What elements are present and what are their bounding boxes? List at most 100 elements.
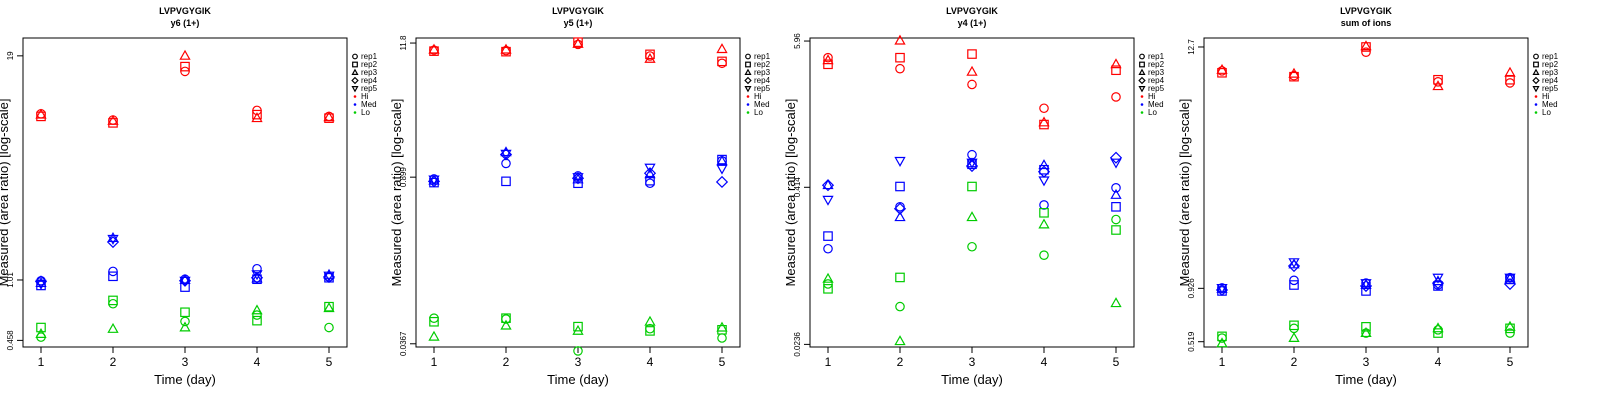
data-points [1215, 40, 1517, 348]
data-point-med-rep5 [1216, 283, 1228, 294]
x-tick-label: 5 [326, 355, 333, 369]
data-point-hi-rep3 [251, 112, 263, 123]
x-axis-label: Time (day) [1335, 372, 1397, 387]
data-point-lo-rep1 [895, 301, 905, 312]
legend-marker-rep4 [1138, 76, 1146, 85]
data-point-lo-rep3 [572, 324, 584, 335]
data-point-med-rep5 [1432, 273, 1444, 284]
legend-label-med: Med [1148, 100, 1164, 109]
data-point-hi-rep2 [324, 113, 334, 123]
legend-marker-rep3 [1138, 68, 1146, 75]
legend-label-hi: Hi [1148, 92, 1156, 101]
legend-label-lo: Lo [1542, 108, 1551, 117]
y-tick-label: 5.96 [793, 33, 802, 49]
legend-label-rep4: rep4 [1542, 76, 1559, 85]
data-point-lo-rep2 [967, 181, 977, 192]
data-point-hi-rep2 [1111, 65, 1121, 76]
data-point-med-rep4 [965, 159, 979, 173]
data-point-med-rep5 [1504, 273, 1516, 284]
legend-marker-rep3 [1532, 68, 1540, 75]
legend-label-lo: Lo [754, 108, 763, 117]
x-tick-label: 1 [431, 355, 438, 369]
data-point-med-rep1 [645, 178, 655, 189]
data-point-hi-rep3 [1360, 40, 1372, 51]
panel-2: LVPVGYGIK y5 (1+) 1 2 3 4 5 0.0367 0.899 11.8 Time… [389, 6, 771, 387]
x-tick-label: 4 [647, 355, 654, 369]
legend-label-rep5: rep5 [754, 84, 771, 93]
data-point-hi-rep3 [1038, 116, 1050, 127]
legend-label-rep5: rep5 [1542, 84, 1559, 93]
x-tick-label: 1 [38, 355, 45, 369]
legend-label-rep1: rep1 [1542, 52, 1559, 61]
legend-label-rep2: rep2 [1542, 60, 1559, 69]
x-axis-label: Time (day) [547, 372, 609, 387]
data-point-hi-rep2 [823, 59, 833, 70]
data-point-med-rep4 [106, 235, 120, 249]
y-tick-label: 12.7 [1187, 39, 1196, 55]
legend-marker-rep1 [1139, 53, 1145, 60]
legend-marker-rep4 [351, 76, 359, 85]
y-axis-label: Measured (area ratio) [log-scale] [1177, 99, 1192, 287]
x-tick-label: 3 [969, 355, 976, 369]
data-point-lo-rep3 [323, 302, 335, 313]
data-point-hi-rep1 [717, 58, 727, 69]
data-point-hi-rep2 [180, 61, 190, 72]
data-point-med-rep3 [1038, 159, 1050, 170]
legend-label-rep1: rep1 [1148, 52, 1165, 61]
data-point-med-rep5 [107, 234, 119, 245]
data-point-lo-rep3 [1504, 320, 1516, 331]
data-point-med-rep2 [108, 271, 118, 282]
data-point-med-rep2 [1111, 202, 1121, 212]
data-point-lo-rep1 [429, 313, 439, 323]
legend-label-med: Med [361, 100, 377, 109]
legend-dot-hi [1534, 95, 1538, 98]
data-point-med-rep5 [179, 276, 191, 287]
data-points [34, 49, 336, 342]
data-point-med-rep5 [1360, 279, 1372, 290]
legend-marker-rep1 [352, 53, 358, 60]
legend-label-rep5: rep5 [361, 84, 378, 93]
data-point-med-rep4 [250, 271, 264, 284]
x-axis-label: Time (day) [941, 372, 1003, 387]
data-point-lo-rep1 [645, 323, 655, 334]
data-point-lo-rep3 [822, 272, 834, 283]
legend-label-rep5: rep5 [1148, 84, 1165, 93]
data-point-hi-rep3 [428, 43, 440, 54]
legend-label-rep3: rep3 [1542, 68, 1559, 77]
data-point-lo-rep1 [1111, 214, 1121, 225]
data-point-med-rep4 [643, 167, 657, 180]
data-point-lo-rep2 [108, 295, 118, 306]
x-tick-label: 1 [825, 355, 832, 369]
legend-marker-rep2 [1139, 61, 1145, 68]
data-point-hi-rep3 [179, 49, 191, 60]
data-point-med-rep4 [1109, 151, 1123, 164]
data-point-hi-rep3 [644, 52, 656, 63]
chart-title: LVPVGYGIK [946, 6, 998, 16]
legend-marker-rep2 [1533, 61, 1539, 68]
legend-label-rep4: rep4 [361, 76, 378, 85]
data-point-med-rep4 [821, 179, 835, 192]
y-tick-label: 0.414 [793, 177, 802, 198]
data-point-lo-rep2 [645, 326, 655, 336]
data-points [427, 37, 729, 356]
x-tick-label: 1 [1219, 355, 1226, 369]
x-tick-label: 2 [110, 355, 117, 369]
data-point-hi-rep2 [1433, 74, 1443, 85]
data-point-lo-rep3 [1360, 327, 1372, 338]
data-point-med-rep3 [179, 273, 191, 284]
x-tick-label: 2 [1291, 355, 1298, 369]
data-point-med-rep5 [644, 163, 656, 174]
y-axis-label: Measured (area ratio) [log-scale] [0, 99, 11, 287]
data-point-lo-rep3 [1110, 297, 1122, 308]
x-tick-label: 3 [1363, 355, 1370, 369]
legend-label-rep1: rep1 [361, 52, 378, 61]
data-point-hi-rep3 [966, 65, 978, 76]
x-tick-label: 4 [254, 355, 261, 369]
legend-label-hi: Hi [754, 92, 762, 101]
y-tick-label: 0.899 [399, 167, 408, 188]
chart-title: LVPVGYGIK [552, 6, 604, 16]
y-tick-label: 0.519 [1187, 331, 1196, 352]
legend-dot-med [1140, 103, 1144, 106]
